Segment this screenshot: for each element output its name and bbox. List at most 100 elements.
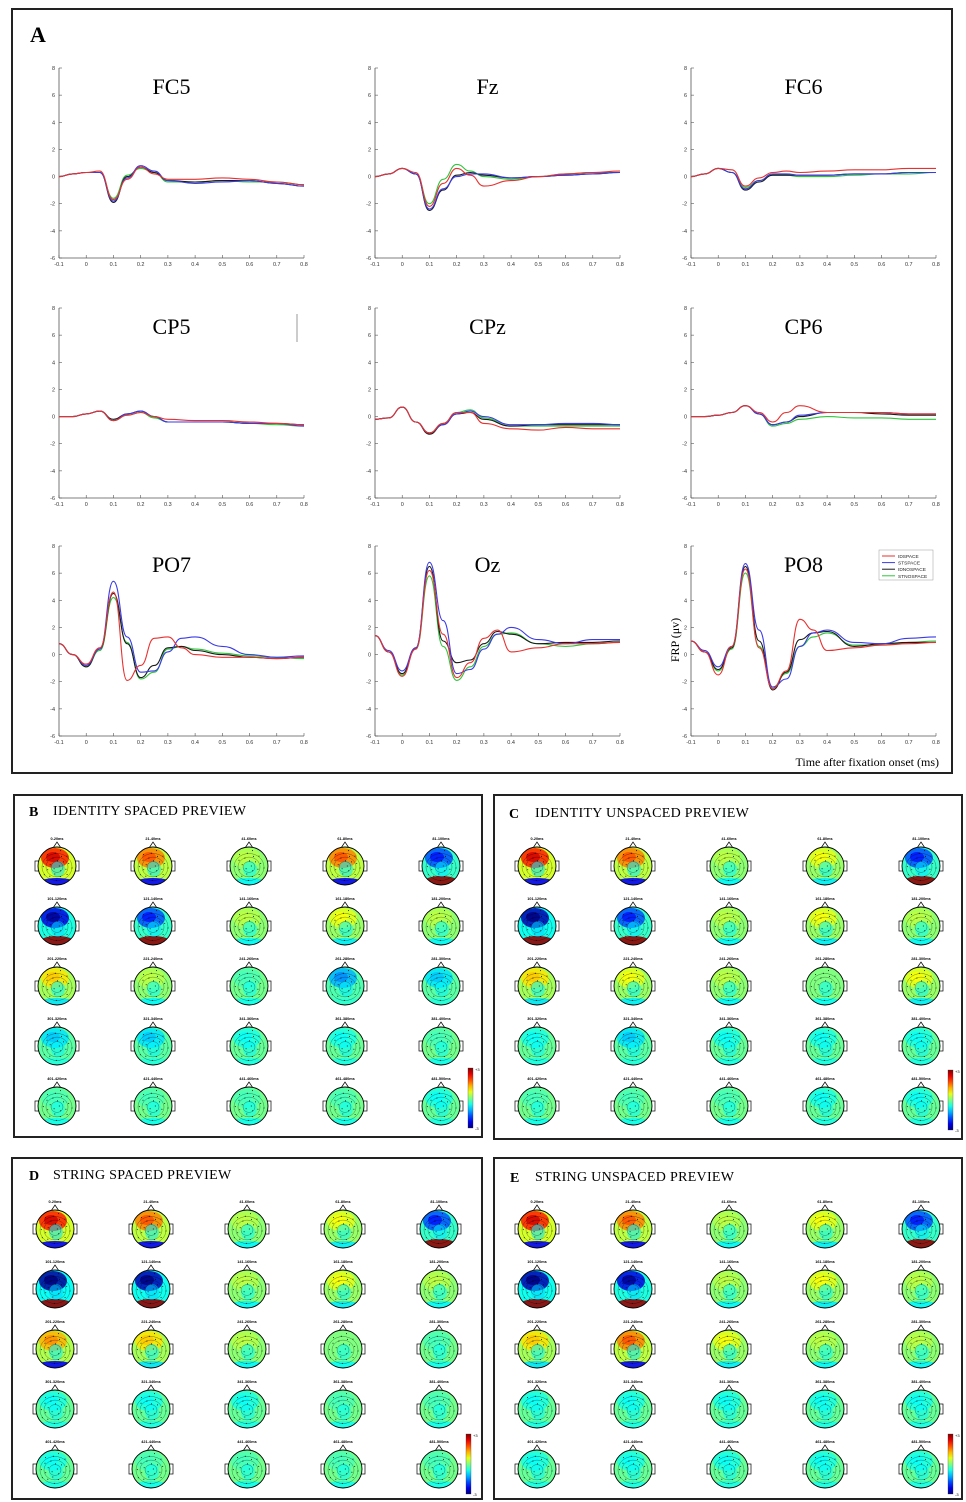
- electrode-dot: [438, 852, 440, 854]
- electrode-dot: [154, 985, 156, 987]
- electrode-dot: [162, 1345, 164, 1347]
- electrode-dot: [548, 1465, 550, 1467]
- head-outline: [709, 1026, 749, 1066]
- electrode-dot: [443, 1278, 444, 1280]
- x-tick-label: 0.2: [769, 262, 777, 268]
- electrode-dot: [534, 1092, 536, 1094]
- electrode-dot: [236, 1342, 238, 1344]
- x-tick-label: 0.7: [589, 262, 597, 268]
- electrode-dot: [238, 979, 240, 981]
- electrode-dot: [244, 1476, 246, 1478]
- electrode-dot: [743, 1470, 745, 1472]
- contour-line: [50, 981, 64, 993]
- topomap: 61-80ms: [802, 837, 848, 886]
- electrode-dot: [618, 1046, 620, 1048]
- head-outline: [517, 846, 557, 886]
- electrode-dot: [255, 1041, 256, 1043]
- electrode-dot: [625, 935, 627, 937]
- electrode-dot: [357, 1350, 359, 1352]
- y-tick-label: 8: [368, 306, 371, 312]
- electrode-dot: [913, 995, 915, 997]
- electrode-dot: [814, 919, 816, 921]
- electrode-dot: [348, 990, 350, 992]
- electrode-dot: [623, 974, 624, 976]
- contour-line: [818, 1404, 832, 1416]
- electrode-dot: [540, 1110, 542, 1112]
- central-region: [819, 1344, 833, 1360]
- head-outline: [709, 1449, 749, 1489]
- electrode-dot: [445, 915, 446, 917]
- electrode-dot: [930, 915, 932, 917]
- electrode-dot: [721, 924, 723, 926]
- electrode-dot: [637, 1278, 638, 1280]
- electrode-dot: [918, 1335, 920, 1337]
- topomap: 341-360ms: [706, 1380, 752, 1429]
- electrode-dot: [167, 1107, 169, 1109]
- electrode-dot: [731, 876, 733, 878]
- frontal-peak: [428, 1275, 442, 1285]
- central-region: [723, 1464, 737, 1480]
- electrode-dot: [242, 1460, 244, 1462]
- electrode-dot: [740, 1465, 742, 1467]
- frontal-peak: [622, 852, 636, 862]
- topomap: 201-220ms: [514, 957, 560, 1006]
- electrode-dot: [721, 1055, 723, 1057]
- series-line-idnospace: [690, 565, 936, 691]
- electrode-dot: [526, 919, 528, 921]
- electrode-dot: [141, 1397, 142, 1399]
- contour-line: [713, 1216, 745, 1244]
- frontal-peak: [910, 912, 924, 922]
- x-tick-label: 0.4: [507, 502, 515, 508]
- electrode-dot: [66, 1465, 68, 1467]
- electrode-dot: [641, 1291, 643, 1293]
- electrode-dot: [162, 1225, 164, 1227]
- topomap: 121-140ms: [130, 897, 176, 946]
- electrode-dot: [527, 989, 529, 991]
- electrode-dot: [251, 876, 253, 878]
- electrode-dot: [629, 868, 631, 870]
- electrode-dot: [334, 979, 336, 981]
- contour-line: [722, 1284, 736, 1296]
- electrode-dot: [911, 1457, 912, 1459]
- electrode-dot: [921, 1100, 922, 1102]
- electrode-dot: [61, 855, 62, 857]
- electrode-dot: [331, 1054, 333, 1056]
- electrode-dot: [154, 1293, 156, 1295]
- contour-line: [39, 1456, 71, 1484]
- electrode-dot: [445, 1344, 446, 1346]
- electrode-dot: [260, 862, 262, 864]
- time-window-label: 81-100ms: [430, 1200, 447, 1204]
- topomap: 481-500ms: [898, 1440, 944, 1489]
- y-tick-label: 6: [368, 571, 371, 577]
- electrode-dot: [539, 936, 541, 938]
- electrode-dot: [433, 864, 435, 866]
- electrode-dot: [836, 1345, 838, 1347]
- electrode-dot: [647, 1230, 649, 1232]
- central-region: [723, 1404, 737, 1420]
- electrode-dot: [252, 1090, 253, 1092]
- electrode-dot: [347, 1398, 348, 1400]
- electrode-dot: [253, 1464, 254, 1466]
- electrode-dot: [916, 1280, 918, 1282]
- electrode-dot: [249, 1299, 251, 1301]
- contour-line: [530, 1041, 544, 1053]
- electrode-dot: [817, 935, 819, 937]
- central-region: [915, 981, 929, 997]
- electrode-dot: [545, 1411, 547, 1413]
- electrode-dot: [426, 926, 428, 928]
- electrode-dot: [52, 1356, 54, 1358]
- electrode-dot: [727, 1362, 729, 1364]
- electrode-dot: [64, 1357, 66, 1358]
- frontal-peak: [718, 1275, 732, 1285]
- central-region: [49, 1224, 63, 1240]
- electrode-dot: [822, 873, 824, 875]
- contour-line: [914, 861, 928, 873]
- electrode-dot: [732, 930, 734, 932]
- electrode-dot: [740, 1405, 742, 1407]
- time-window-label: 281-300ms: [431, 957, 450, 961]
- electrode-dot: [836, 1225, 838, 1227]
- y-tick-label: -4: [50, 469, 55, 475]
- contour-line: [905, 973, 937, 1001]
- electrode-dot: [540, 1213, 541, 1215]
- central-region: [145, 1344, 159, 1360]
